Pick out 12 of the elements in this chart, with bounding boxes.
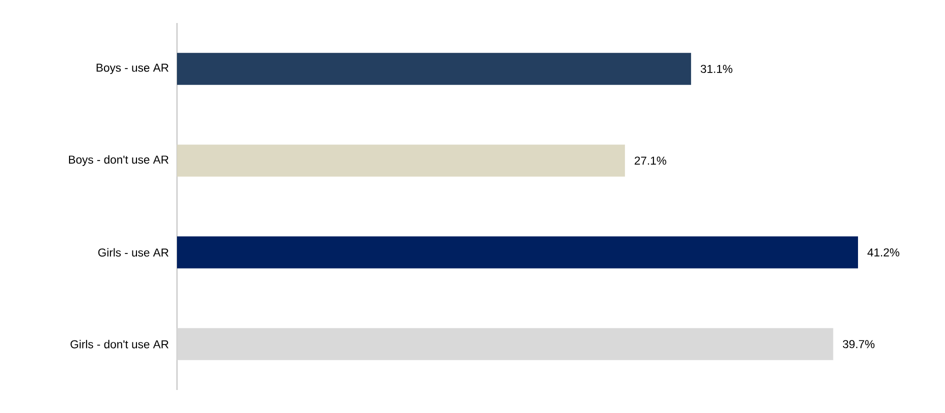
y-tick-label: Boys - use AR xyxy=(96,64,168,74)
bar xyxy=(177,328,834,360)
y-tick-label: Boys - don't use AR xyxy=(69,155,168,166)
bar xyxy=(177,236,858,268)
y-tick-label: Girls - don't use AR xyxy=(70,340,168,348)
data-label: 41.2% xyxy=(867,248,900,256)
y-tick-label: Girls - use AR xyxy=(98,248,168,257)
data-label: 39.7% xyxy=(842,340,874,348)
bar xyxy=(177,52,692,85)
data-label: 27.1% xyxy=(634,156,666,165)
bar xyxy=(177,144,625,177)
data-label: 31.1% xyxy=(700,64,732,73)
